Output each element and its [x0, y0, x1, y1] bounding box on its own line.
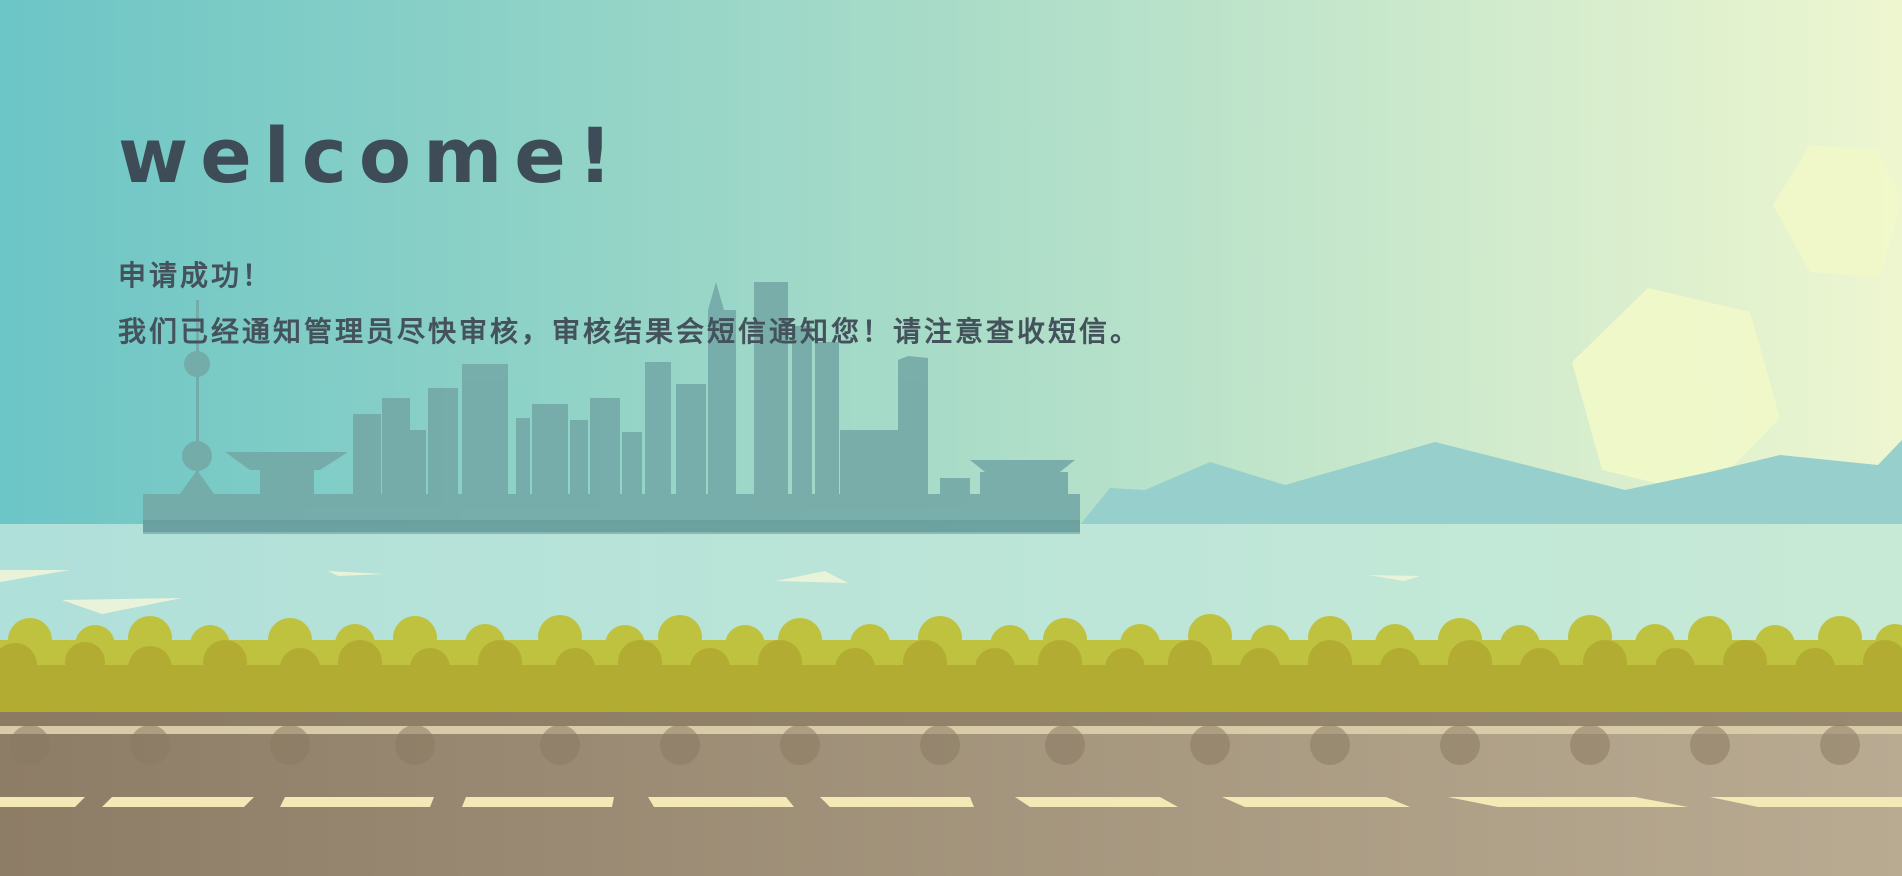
- water-glint: [1368, 575, 1420, 581]
- water-glint: [776, 571, 848, 583]
- water-glint: [328, 571, 385, 576]
- hexagon-shape: [1572, 288, 1780, 495]
- bushes-front: [0, 640, 1902, 713]
- road-edge: [0, 712, 1902, 726]
- hexagon-shape: [1773, 145, 1902, 278]
- city-shore: [143, 520, 1080, 534]
- road-shadow: [10, 725, 1860, 765]
- sky: [0, 0, 1902, 525]
- mountains: [1080, 440, 1902, 525]
- success-message: 申请成功！: [118, 259, 274, 292]
- road-lane-markings: [0, 797, 1902, 807]
- notification-message: 我们已经通知管理员尽快审核，审核结果会短信通知您！请注意查收短信。: [118, 315, 1142, 348]
- water-glint: [62, 598, 182, 614]
- water-glint: [0, 570, 70, 582]
- welcome-title: welcome!: [118, 111, 625, 200]
